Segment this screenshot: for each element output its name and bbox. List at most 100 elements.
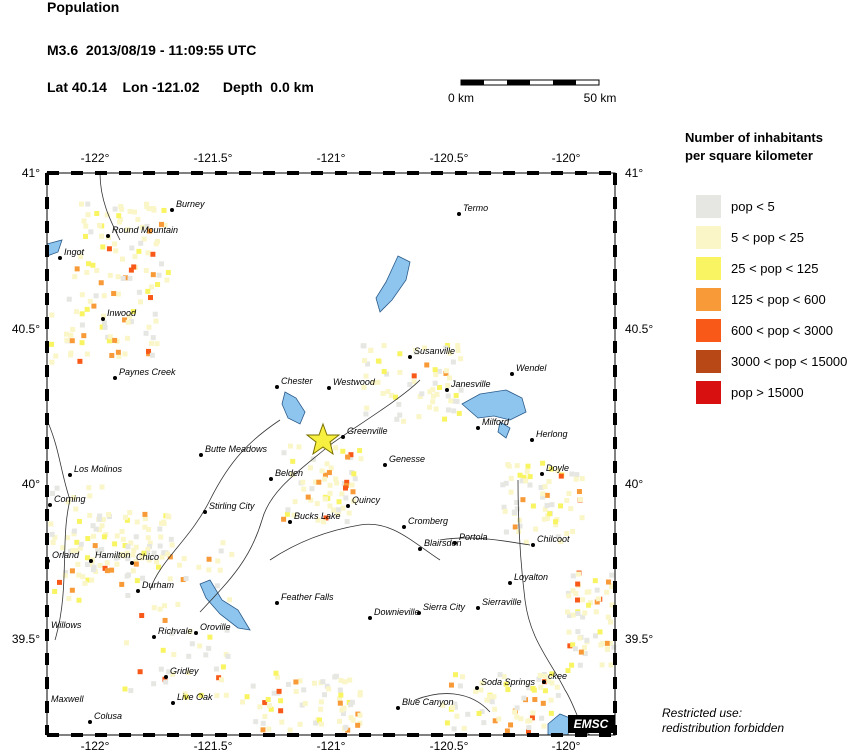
population-cell (181, 556, 187, 562)
population-cell (157, 526, 163, 532)
population-cell (292, 499, 298, 505)
population-cell (524, 468, 530, 474)
lon-tick-label: -122° (81, 151, 110, 165)
population-cell (278, 708, 284, 714)
population-cell (503, 480, 509, 486)
lat-tick-label: 39.5° (12, 632, 40, 646)
town-label: Sierraville (482, 597, 522, 607)
town-label: Herlong (536, 429, 568, 439)
population-cell (285, 507, 291, 513)
population-cell (492, 718, 498, 724)
town-dot (269, 477, 273, 481)
population-cell (203, 652, 209, 658)
population-cell (394, 416, 400, 422)
population-cell (554, 684, 560, 690)
population-cell (496, 716, 502, 722)
population-cell (453, 392, 459, 398)
population-cell (155, 282, 161, 288)
population-cell (147, 228, 153, 234)
population-cell (569, 662, 575, 668)
population-cell (90, 567, 96, 573)
footer: Restricted use: redistribution forbidden (662, 706, 784, 735)
population-cell (582, 651, 588, 657)
population-cell (457, 683, 463, 689)
population-cell (347, 677, 353, 683)
population-cell (157, 606, 163, 612)
population-cell (169, 542, 175, 548)
population-cell (451, 726, 457, 732)
population-cell (312, 479, 318, 485)
population-cell (525, 728, 531, 734)
population-cell (449, 705, 455, 711)
population-cell (397, 351, 403, 357)
population-cell (314, 501, 320, 507)
population-cell (508, 489, 514, 495)
town-label: Round Mountain (112, 225, 178, 235)
epicenter (305, 422, 341, 456)
population-cell (161, 207, 167, 213)
population-cell (447, 375, 453, 381)
town-dot (152, 635, 156, 639)
population-cell (536, 676, 542, 682)
population-cell (397, 369, 403, 375)
population-cell (453, 672, 459, 678)
population-cell (158, 666, 164, 672)
population-cell (159, 554, 165, 560)
population-cell (100, 244, 106, 250)
population-cell (147, 540, 153, 546)
legend-swatch (696, 381, 721, 404)
population-cell (139, 224, 145, 230)
population-cell (79, 311, 85, 317)
population-cell (60, 545, 66, 551)
town-dot (170, 208, 174, 212)
population-cell (539, 715, 545, 721)
population-cell (187, 628, 193, 634)
population-cell (558, 473, 564, 479)
population-cell (166, 669, 172, 675)
population-cell (527, 482, 533, 488)
town-dot (346, 504, 350, 508)
population-cell (421, 345, 427, 351)
population-cell (542, 484, 548, 490)
population-cell (128, 267, 134, 273)
population-cell (133, 559, 139, 565)
population-cell (527, 474, 533, 480)
population-cell (131, 264, 137, 270)
population-cell (565, 609, 571, 615)
population-cell (262, 700, 268, 706)
population-cell (396, 401, 402, 407)
town-dot (475, 686, 479, 690)
population-cell (519, 478, 525, 484)
population-cell (260, 720, 266, 726)
population-cell (142, 516, 148, 522)
population-cell (144, 223, 150, 229)
lat-tick-label: 40° (625, 477, 643, 491)
population-cell (115, 274, 121, 280)
population-cell (443, 370, 449, 376)
population-cell (115, 349, 121, 355)
town-dot (445, 388, 449, 392)
population-cell (375, 379, 381, 385)
population-cell (433, 406, 439, 412)
population-cell (206, 556, 212, 562)
population-cell (567, 643, 573, 649)
population-cell (88, 229, 94, 235)
population-cell (461, 725, 467, 731)
population-cell (99, 484, 105, 490)
population-cell (363, 373, 369, 379)
population-cell (119, 256, 125, 262)
town-label: Durham (142, 580, 175, 590)
population-cell (74, 309, 80, 315)
population-cell (416, 414, 422, 420)
population-cell (555, 534, 561, 540)
population-cell (49, 312, 55, 318)
population-cell (78, 251, 84, 257)
population-cell (147, 555, 153, 561)
population-cell (323, 496, 329, 502)
population-cell (334, 480, 340, 486)
population-cell (64, 337, 70, 343)
population-cell (114, 561, 120, 567)
legend-label: pop < 5 (731, 199, 775, 214)
population-cell (156, 272, 162, 278)
population-cell (479, 709, 485, 715)
